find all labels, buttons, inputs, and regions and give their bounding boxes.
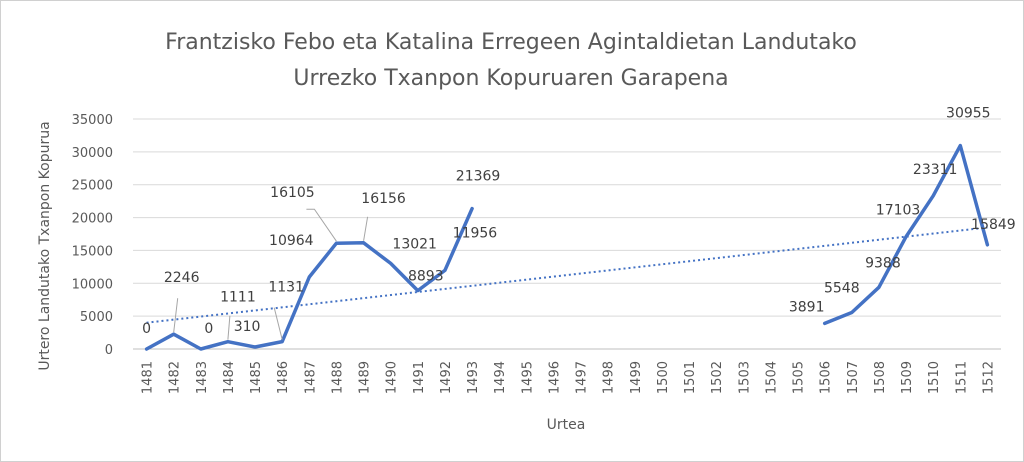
y-tick-label: 15000 xyxy=(72,244,113,259)
trendline-layer xyxy=(146,226,988,324)
y-tick-label: 10000 xyxy=(72,277,113,292)
data-label-leader xyxy=(363,216,369,241)
x-tick-label: 1497 xyxy=(575,361,590,394)
x-axis-ticks: 1481 1482 1483 1484 1485 1486 1487 1488 1489 1490… xyxy=(141,361,997,394)
x-tick-label: 1502 xyxy=(710,361,725,394)
y-tick-label: 30000 xyxy=(72,146,113,161)
x-tick-label: 1512 xyxy=(981,361,996,394)
y-tick-label: 20000 xyxy=(72,212,113,227)
data-label: 21369 xyxy=(456,169,501,185)
x-tick-label: 1491 xyxy=(412,361,427,394)
x-tick-label: 1481 xyxy=(141,361,156,394)
data-label: 9388 xyxy=(865,255,901,271)
data-label: 11956 xyxy=(453,225,498,241)
data-label: 0 xyxy=(204,321,213,337)
x-tick-label: 1489 xyxy=(358,361,373,394)
x-tick-label: 1485 xyxy=(249,361,264,394)
data-label-layer: 0 2246 0 1111 310 1131 10964 16105 16156 13021 889… xyxy=(142,106,1016,340)
data-label: 0 xyxy=(142,321,151,337)
trendline xyxy=(146,226,988,324)
chart-title-line-1: Frantzisko Febo eta Katalina Erregeen Ag… xyxy=(165,30,857,55)
y-axis-title: Urtero Landutako Txanpon Kopurua xyxy=(37,121,53,370)
data-label: 16156 xyxy=(361,191,406,207)
series-line xyxy=(144,206,474,351)
y-tick-label: 5000 xyxy=(80,310,113,325)
y-axis-ticks: 0 5000 10000 15000 20000 25000 30000 35000 xyxy=(72,113,113,358)
x-tick-label: 1486 xyxy=(276,361,291,394)
x-axis-title: Urtea xyxy=(547,417,586,433)
x-tick-label: 1494 xyxy=(493,361,508,394)
data-label: 17103 xyxy=(876,203,921,219)
data-label: 1131 xyxy=(268,280,304,296)
series-line xyxy=(822,143,990,326)
x-tick-label: 1482 xyxy=(168,361,183,394)
x-tick-label: 1510 xyxy=(927,361,942,394)
x-tick-label: 1501 xyxy=(683,361,698,394)
data-label: 2246 xyxy=(164,270,200,286)
data-label: 15849 xyxy=(971,217,1016,233)
x-tick-label: 1509 xyxy=(900,361,915,394)
data-label-leader xyxy=(173,298,179,333)
data-label-leader xyxy=(306,208,337,242)
data-label-leader xyxy=(227,315,231,340)
x-tick-label: 1488 xyxy=(330,361,345,394)
grid-lines xyxy=(133,118,1001,350)
chart-title-line-2: Urrezko Txanpon Kopuruaren Garapena xyxy=(293,66,728,91)
x-tick-label: 1507 xyxy=(846,361,861,394)
data-label: 8893 xyxy=(408,269,444,285)
x-tick-label: 1490 xyxy=(385,361,400,394)
x-tick-label: 1484 xyxy=(222,361,237,394)
data-label: 1111 xyxy=(220,290,256,306)
y-tick-label: 25000 xyxy=(72,179,113,194)
data-label: 310 xyxy=(234,319,261,335)
x-tick-label: 1503 xyxy=(737,361,752,394)
y-tick-label: 35000 xyxy=(72,113,113,128)
data-label: 30955 xyxy=(946,106,991,122)
x-tick-label: 1496 xyxy=(547,361,562,394)
x-tick-label: 1495 xyxy=(520,361,535,394)
data-label: 13021 xyxy=(392,236,437,252)
x-tick-label: 1500 xyxy=(656,361,671,394)
data-label: 3891 xyxy=(789,299,825,315)
data-label: 10964 xyxy=(269,233,314,249)
x-tick-label: 1504 xyxy=(764,361,779,394)
x-tick-label: 1499 xyxy=(629,361,644,394)
data-label: 5548 xyxy=(824,281,860,297)
x-tick-label: 1487 xyxy=(303,361,318,394)
x-tick-label: 1508 xyxy=(873,361,888,394)
x-tick-label: 1505 xyxy=(792,361,807,394)
x-tick-label: 1483 xyxy=(195,361,210,394)
x-tick-label: 1506 xyxy=(819,361,834,394)
data-label-leader xyxy=(273,307,283,340)
x-tick-label: 1498 xyxy=(602,361,617,394)
data-label: 23311 xyxy=(913,162,958,178)
x-tick-label: 1492 xyxy=(439,361,454,394)
y-tick-label: 0 xyxy=(105,343,113,358)
data-label: 16105 xyxy=(270,185,315,201)
x-tick-label: 1493 xyxy=(466,361,481,394)
x-tick-label: 1511 xyxy=(954,361,969,394)
series-layer xyxy=(144,143,990,351)
